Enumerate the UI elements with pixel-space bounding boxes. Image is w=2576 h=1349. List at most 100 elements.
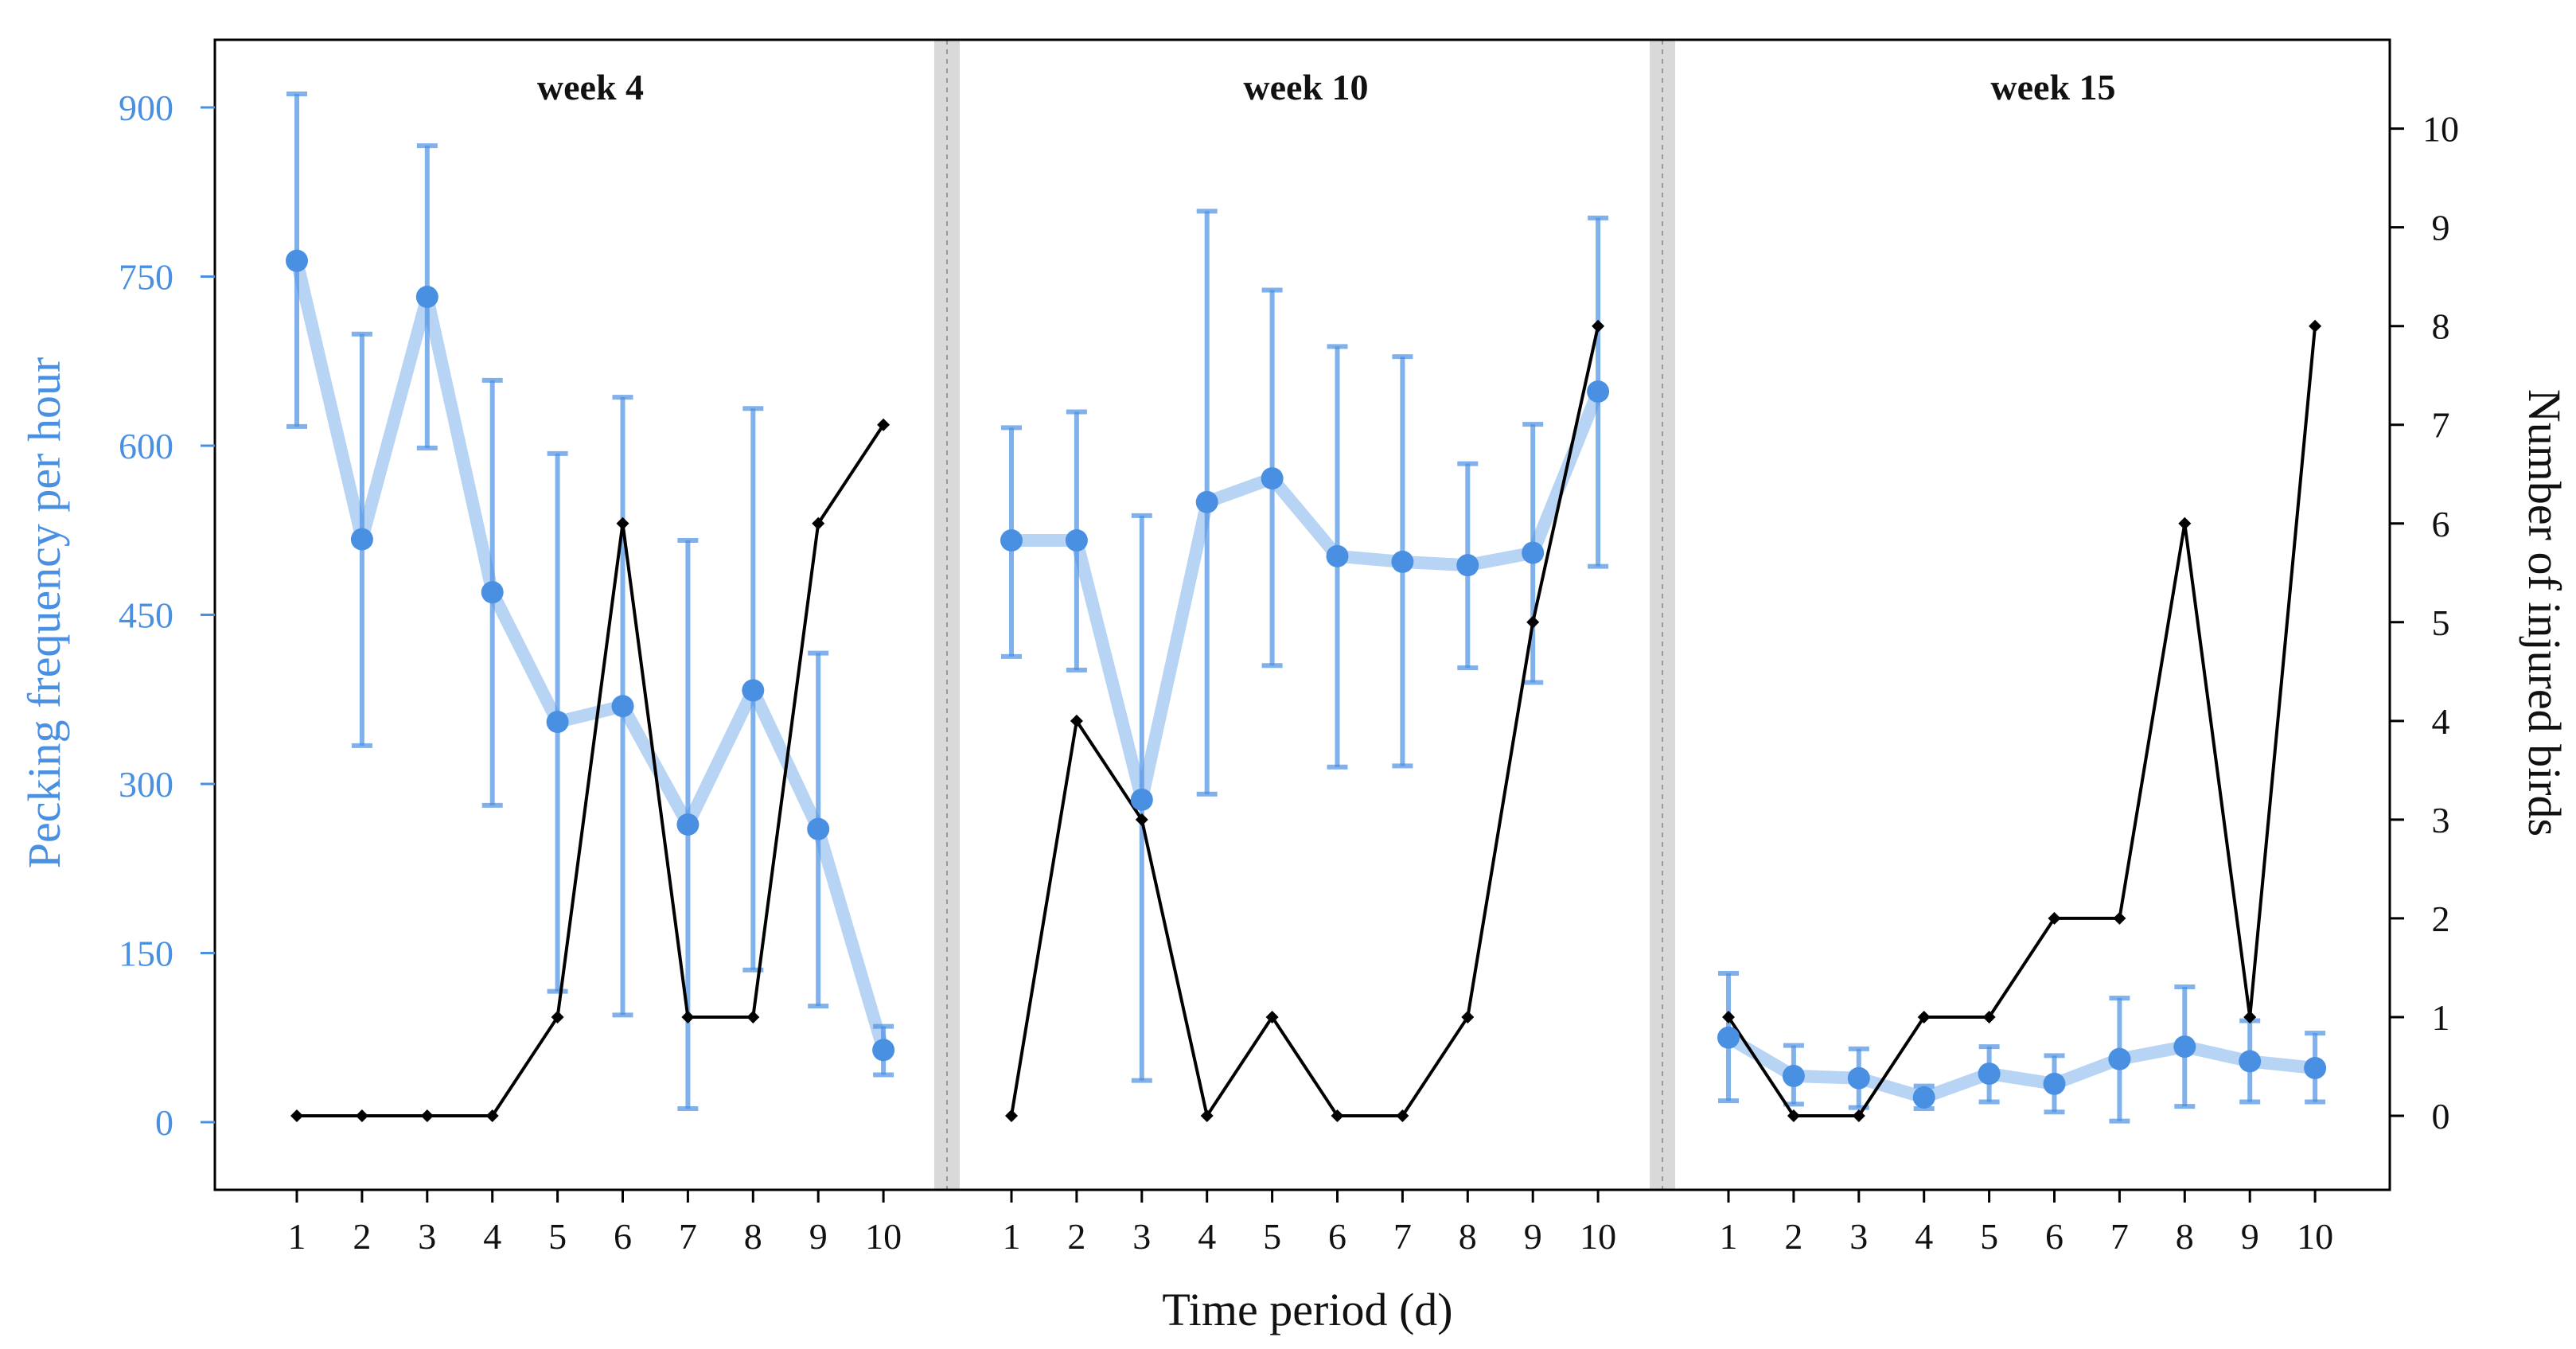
x-tick-label: 8 bbox=[744, 1216, 762, 1257]
injured-birds-point bbox=[877, 418, 890, 431]
pecking-frequency-line bbox=[290, 254, 890, 1057]
injured-birds-point bbox=[355, 1109, 368, 1122]
week-10-title: week 10 bbox=[1243, 67, 1368, 107]
injured-birds-point bbox=[290, 1109, 303, 1122]
left-tick-label: 450 bbox=[119, 595, 173, 636]
pecking-frequency-point bbox=[1522, 541, 1545, 564]
injured-birds-point bbox=[1135, 813, 1148, 826]
injured-birds-line bbox=[297, 423, 885, 1117]
right-tick-label: 0 bbox=[2432, 1096, 2450, 1137]
right-y-axis: 0 1 2 3 4 5 6 7 8 9 10 bbox=[2390, 109, 2459, 1137]
x-tick-label: 6 bbox=[614, 1216, 632, 1257]
x-tick-label: 6 bbox=[1328, 1216, 1346, 1257]
pecking-frequency-point bbox=[2173, 1035, 2196, 1059]
right-tick-label: 9 bbox=[2432, 208, 2450, 248]
x-tick-label: 9 bbox=[1524, 1216, 1542, 1257]
pecking-frequency-point bbox=[807, 817, 830, 840]
pecking-frequency-point bbox=[2304, 1057, 2327, 1079]
left-tick-label: 300 bbox=[119, 764, 173, 805]
left-y-axis: 0 150 300 450 600 750 900 bbox=[119, 88, 215, 1143]
injured-birds-point bbox=[485, 1109, 499, 1122]
x-tick-label: 3 bbox=[418, 1216, 436, 1257]
pecking-frequency-point bbox=[1261, 467, 1284, 490]
x-tick-label: 8 bbox=[2176, 1216, 2194, 1257]
pecking-frequency-point bbox=[1847, 1066, 1870, 1090]
x-tick-label: 1 bbox=[1003, 1216, 1021, 1257]
x-tick-label: 4 bbox=[1915, 1216, 1933, 1257]
pecking-frequency-point bbox=[1326, 544, 1349, 567]
panel-week-15 bbox=[1717, 319, 2327, 1124]
injured-birds-point bbox=[1592, 319, 1605, 333]
right-tick-label: 3 bbox=[2432, 800, 2450, 840]
right-tick-label: 2 bbox=[2432, 899, 2450, 939]
x-tick-label: 1 bbox=[288, 1216, 306, 1257]
x-tick-label: 2 bbox=[353, 1216, 371, 1257]
x-axis: 1 2 3 4 5 6 7 8 9 10 1 2 3 4 5 6 7 8 9 10 1 2 3 4 5 6 7 8 9 10 bbox=[288, 1190, 2333, 1257]
injured-birds-point bbox=[1982, 1010, 1996, 1023]
x-tick-label: 10 bbox=[1580, 1216, 1616, 1257]
injured-birds-point bbox=[1461, 1010, 1475, 1023]
x-tick-label: 3 bbox=[1132, 1216, 1151, 1257]
pecking-frequency-point bbox=[2108, 1047, 2131, 1070]
pecking-frequency-point bbox=[611, 695, 634, 718]
x-tick-label: 5 bbox=[1263, 1216, 1281, 1257]
x-tick-label: 7 bbox=[2110, 1216, 2129, 1257]
x-tick-label: 5 bbox=[1980, 1216, 1998, 1257]
pecking-frequency-point bbox=[676, 813, 700, 836]
injured-birds-point bbox=[1852, 1109, 1865, 1122]
right-tick-label: 4 bbox=[2432, 701, 2450, 742]
panel-week-4 bbox=[286, 92, 895, 1122]
pecking-frequency-point bbox=[1065, 529, 1088, 552]
x-tick-label: 2 bbox=[1067, 1216, 1085, 1257]
injured-birds-point bbox=[746, 1010, 760, 1023]
x-tick-label: 9 bbox=[809, 1216, 828, 1257]
injured-birds-point bbox=[812, 517, 825, 530]
injured-birds-point bbox=[1787, 1109, 1800, 1122]
pecking-frequency-point bbox=[1717, 1026, 1740, 1049]
injured-birds-point bbox=[1005, 1109, 1018, 1122]
pecking-frequency-point bbox=[2043, 1072, 2066, 1095]
injured-birds-line bbox=[1727, 326, 2317, 1117]
plot-frame bbox=[213, 38, 2391, 1191]
left-tick-label: 900 bbox=[119, 88, 173, 128]
left-tick-label: 150 bbox=[119, 934, 173, 974]
x-tick-label: 6 bbox=[2045, 1216, 2064, 1257]
pecking-frequency-point bbox=[1000, 529, 1023, 552]
pecking-frequency-point bbox=[350, 528, 373, 551]
right-tick-label: 7 bbox=[2432, 405, 2450, 446]
x-tick-label: 10 bbox=[2297, 1216, 2333, 1257]
pecking-frequency-point bbox=[1978, 1062, 2001, 1086]
left-tick-label: 0 bbox=[155, 1102, 173, 1143]
injured-birds-point bbox=[2243, 1010, 2257, 1023]
injured-birds-point bbox=[2113, 911, 2126, 925]
injured-birds-point bbox=[2048, 911, 2061, 925]
pecking-frequency-point bbox=[1456, 554, 1479, 577]
week-15-title: week 15 bbox=[1990, 67, 2115, 107]
pecking-frequency-line bbox=[1005, 385, 1605, 806]
injured-birds-point bbox=[681, 1010, 695, 1023]
x-tick-label: 4 bbox=[1198, 1216, 1216, 1257]
panel-week-10 bbox=[1000, 209, 1610, 1122]
injured-birds-point bbox=[551, 1010, 564, 1023]
injured-birds-point bbox=[420, 1109, 434, 1122]
injured-birds-point bbox=[1396, 1109, 1409, 1122]
panels bbox=[286, 92, 2327, 1124]
pecking-frequency-line bbox=[1722, 1031, 2322, 1104]
right-tick-label: 5 bbox=[2432, 602, 2450, 643]
pecking-frequency-point bbox=[481, 581, 504, 604]
right-tick-label: 8 bbox=[2432, 306, 2450, 347]
right-tick-label: 6 bbox=[2432, 504, 2450, 544]
x-tick-label: 8 bbox=[1459, 1216, 1477, 1257]
injured-birds-point bbox=[2309, 319, 2322, 333]
panel-separators bbox=[934, 40, 1675, 1190]
pecking-frequency-point bbox=[2239, 1050, 2262, 1073]
x-axis-title: Time period (d) bbox=[1162, 1284, 1452, 1335]
x-tick-label: 7 bbox=[1393, 1216, 1412, 1257]
injured-birds-line bbox=[1010, 326, 1600, 1121]
left-tick-label: 750 bbox=[119, 257, 173, 298]
pecking-frequency-point bbox=[415, 286, 438, 308]
injured-birds-point bbox=[1265, 1010, 1279, 1023]
pecking-frequency-point bbox=[286, 249, 308, 272]
right-tick-label: 10 bbox=[2422, 109, 2459, 150]
